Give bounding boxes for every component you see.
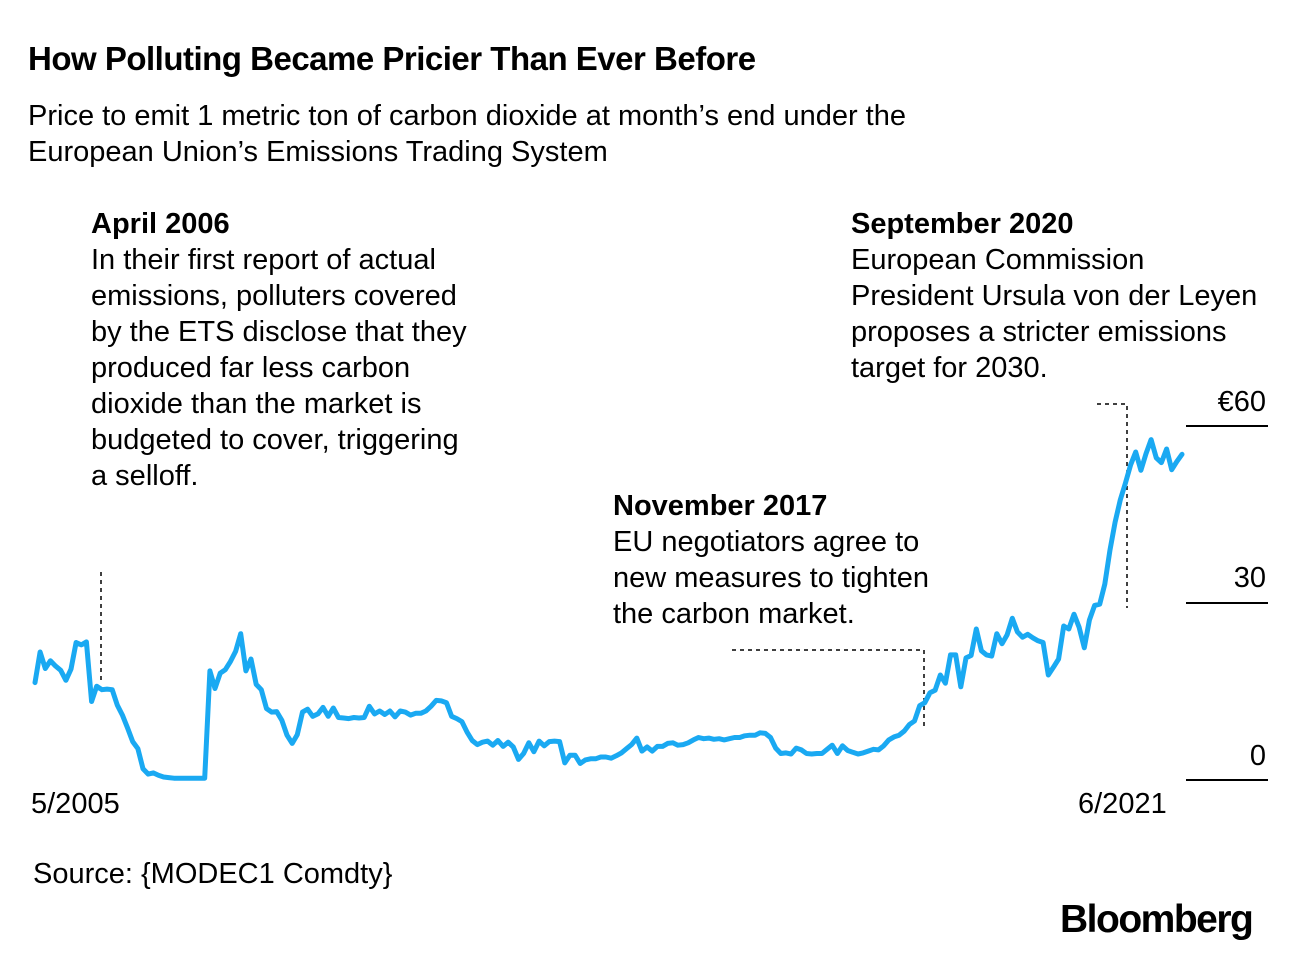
annotation-body: In their first report of actual emission… (91, 244, 467, 492)
x-axis-end-label: 6/2021 (1078, 788, 1167, 820)
annotation-heading: September 2020 (851, 208, 1074, 240)
annotation-april-2006: April 2006 In their first report of actu… (91, 206, 471, 494)
leader-september-2020 (1097, 403, 1128, 608)
annotation-september-2020: September 2020 European Commission Presi… (851, 206, 1271, 386)
annotation-body: European Commission President Ursula von… (851, 244, 1258, 384)
gridlines (1186, 425, 1268, 781)
x-axis-start-label: 5/2005 (31, 788, 120, 820)
source-note: Source: {MODEC1 Comdty} (33, 858, 393, 890)
y-tick-label-30: 30 (1233, 562, 1266, 594)
chart-title: How Polluting Became Pricier Than Ever B… (28, 40, 756, 77)
y-tick-label-0: 0 (1249, 740, 1266, 772)
price-series-line (32, 437, 1185, 781)
y-tick-label-60: €60 (1217, 386, 1266, 418)
bloomberg-logo: Bloomberg (1060, 898, 1254, 941)
annotation-november-2017: November 2017 EU negotiators agree to ne… (613, 488, 973, 632)
leader-november-2017 (732, 649, 925, 728)
annotation-heading: April 2006 (91, 208, 230, 240)
chart-subtitle: Price to emit 1 metric ton of carbon dio… (28, 100, 907, 168)
annotation-body: EU negotiators agree to new measures to … (613, 526, 929, 630)
annotation-heading: November 2017 (613, 490, 828, 522)
